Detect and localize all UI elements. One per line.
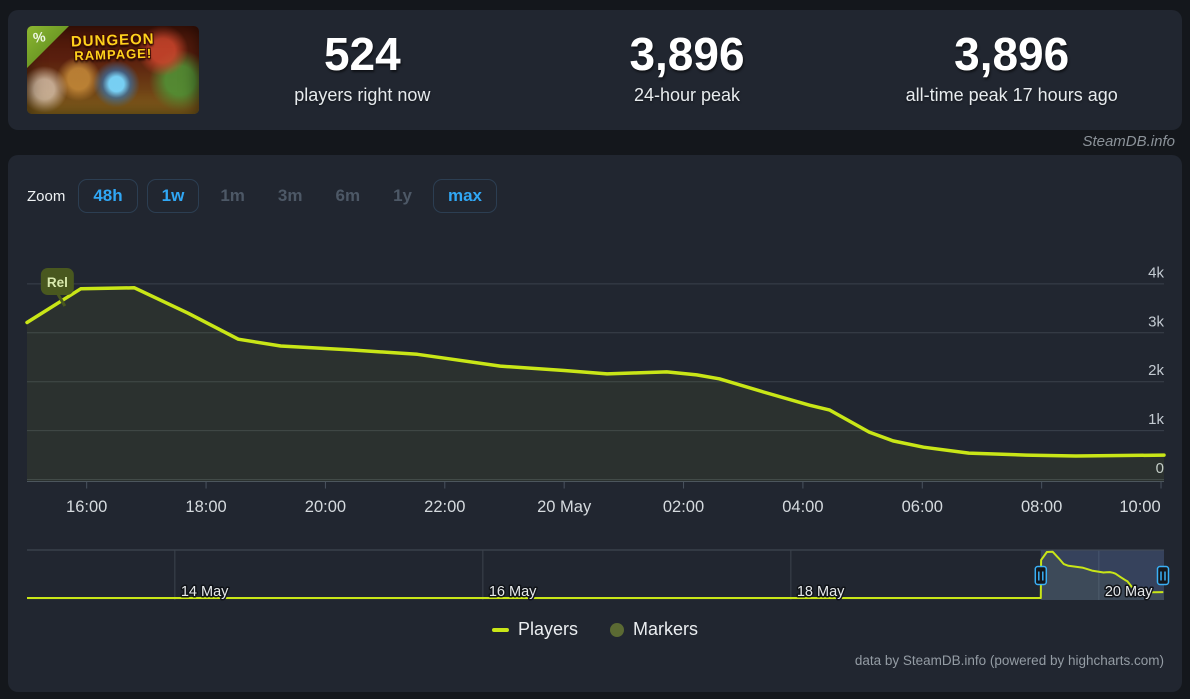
current-players-value: 524 [323,28,401,80]
chart-legend: Players Markers [8,619,1182,640]
steamdb-watermark: SteamDB.info [1082,133,1175,150]
players-line-swatch [491,627,509,632]
release-marker[interactable] [40,268,74,295]
legend-item-players[interactable]: Players [491,619,578,640]
header-panel: DUNGEON RAMPAGE! % 524 players right now… [8,10,1182,130]
zoom-controls: Zoom 48h 1w 1m 3m 6m 1y max [27,179,498,213]
zoom-button-1w[interactable]: 1w [146,179,200,213]
navigator-date-label: 18 May [797,584,845,600]
x-axis-label: 16:00 [66,498,107,516]
x-axis-label: 10:00 [1119,498,1160,516]
chart-panel: Zoom 48h 1w 1m 3m 6m 1y max 0 1k 2k 3k 4k 16:… [8,155,1182,692]
current-players-label: players right now [294,85,431,105]
release-marker-label: Rel [47,275,68,290]
player-stats: 524 players right now 3,896 24-hour peak… [200,10,1174,130]
navigator-date-label: 16 May [489,584,537,600]
legend-markers-label: Markers [633,619,699,639]
zoom-button-48h[interactable]: 48h [78,179,138,213]
zoom-button-6m: 6m [335,186,361,205]
navigator-date-label: 20 May [1105,584,1153,600]
stat-current-players: 524 players right now [200,10,525,130]
navigator-handle-left[interactable] [1034,565,1048,586]
x-axis-label: 22:00 [424,498,465,516]
peak-24h-label: 24-hour peak [633,85,741,105]
stat-24h-peak: 3,896 24-hour peak [525,10,850,130]
zoom-label: Zoom [27,187,66,205]
y-axis-label: 1k [1148,411,1164,428]
percent-icon: % [31,28,47,46]
x-axis-label: 20 May [537,498,592,516]
y-axis-label: 2k [1148,362,1164,379]
players-series-line[interactable] [25,286,1166,458]
legend-players-label: Players [517,619,578,639]
navigator-series-line [27,550,1164,599]
release-marker-tail [56,293,67,307]
y-axis-label: 4k [1148,264,1164,281]
navigator-handle-right[interactable] [1156,565,1170,586]
alltime-peak-label: all-time peak 17 hours ago [905,85,1118,105]
alltime-peak-value: 3,896 [954,28,1070,80]
zoom-button-1m: 1m [220,186,245,205]
x-axis-label: 06:00 [902,498,943,516]
zoom-button-1y: 1y [393,186,412,205]
peak-24h-value: 3,896 [629,28,745,80]
x-axis-label: 18:00 [185,498,226,516]
x-axis-label: 02:00 [663,498,704,516]
y-axis-label: 3k [1148,313,1164,330]
x-axis-label: 08:00 [1021,498,1062,516]
chart-credits[interactable]: data by SteamDB.info (powered by highcha… [854,653,1164,668]
game-banner[interactable]: DUNGEON RAMPAGE! % [27,26,199,114]
x-axis-label: 04:00 [782,498,823,516]
markers-dot-swatch [610,622,624,637]
players-chart[interactable]: 0 1k 2k 3k 4k 16:00 18:00 20:00 22:00 20 May 02:00… [0,155,1190,692]
zoom-button-3m: 3m [277,186,303,205]
stat-alltime-peak: 3,896 all-time peak 17 hours ago [849,10,1174,130]
x-axis-label: 20:00 [305,498,346,516]
zoom-button-max[interactable]: max [432,179,498,213]
players-series-area [27,287,1164,482]
legend-item-markers[interactable]: Markers [610,619,698,640]
navigator-series-area [27,551,1164,600]
y-axis-label: 0 [1156,460,1164,477]
navigator-date-label: 14 May [181,584,229,600]
